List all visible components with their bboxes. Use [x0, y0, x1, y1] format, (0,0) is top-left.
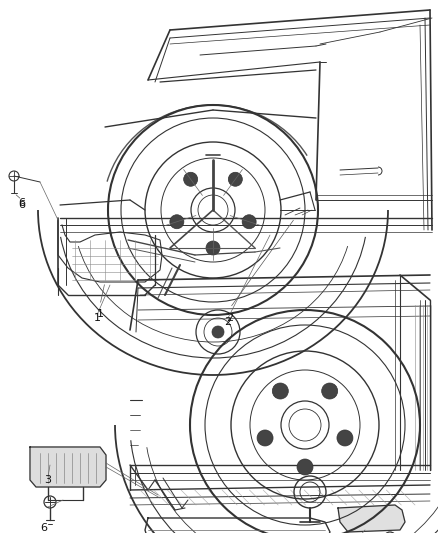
Circle shape	[184, 172, 198, 186]
Text: 6: 6	[40, 523, 47, 533]
Circle shape	[257, 430, 273, 446]
Text: 1: 1	[93, 313, 100, 323]
Polygon shape	[30, 447, 106, 487]
Circle shape	[297, 459, 313, 475]
Circle shape	[337, 430, 353, 446]
Text: 3: 3	[45, 475, 52, 485]
Circle shape	[228, 172, 242, 186]
Circle shape	[206, 241, 220, 255]
Text: 2: 2	[224, 317, 232, 327]
Circle shape	[242, 215, 256, 229]
Circle shape	[170, 215, 184, 229]
Text: 6: 6	[18, 198, 25, 208]
Polygon shape	[338, 505, 405, 532]
Circle shape	[272, 383, 288, 399]
Text: 6: 6	[18, 200, 25, 210]
Circle shape	[321, 383, 338, 399]
Text: 2: 2	[226, 313, 233, 323]
Text: 1: 1	[96, 309, 103, 319]
Circle shape	[212, 326, 224, 338]
